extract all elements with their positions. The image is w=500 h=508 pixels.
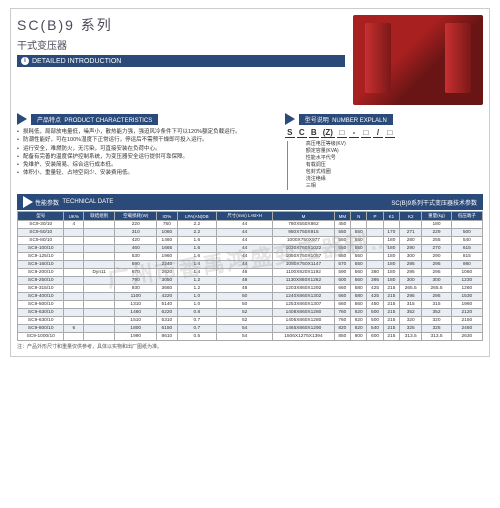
table-row: SC9-200/10Dyn1167026201.4461100X820X1192… <box>18 269 483 277</box>
info-icon: i <box>21 57 29 65</box>
series-subtitle: 干式变压器 <box>17 37 345 52</box>
model-code: SCB(Z)□-□/□ <box>285 128 483 138</box>
table-row: SC9-30/1042207502.244780X550X862450180 <box>18 221 483 229</box>
table-row: SC9-500/10131051401.0501253X860X13076605… <box>18 301 483 309</box>
table-row: SC9-100/1046016651.6441030X760X102255055… <box>18 245 483 253</box>
list-item: 防潮性能好，可在100%湿度下正常运行，停运后不需预干燥即可投入运行。 <box>17 136 275 144</box>
table-row: SC9-250/1079030501.2481130X860X126260056… <box>18 277 483 285</box>
model-explain-lines: 高压电压等级(KV)额定容量(KVA)性能水平代号有载调压包封式线圈浇注绝缘三相 <box>285 141 483 190</box>
table-row: SC9-50/1031010602.244950X750X91555055017… <box>18 229 483 237</box>
tech-params-table: 型号UK%联结组别空载损耗(W)IO%LPA(AN)DB尺寸(mm) L×B×H… <box>17 211 483 341</box>
list-item: 损耗低，局部放电量低，噪声小，散热能力强，强迫风冷条件下可以120%额定负载运行… <box>17 128 275 136</box>
table-row: SC9-315/1093036601.2481203X860X129266058… <box>18 285 483 293</box>
list-item: 免维护、安装简易、综合运行成本低。 <box>17 161 275 169</box>
list-item: 配备有完善的温度保护控制系统，为变压器安全运行提供可靠保障。 <box>17 153 275 161</box>
table-row: SC9-800/106180061500.7541465X860X1290820… <box>18 325 483 333</box>
tech-params-header: 性能参数 TECHNICAL DATE SC(B)9系列干式变压器技术参数 <box>17 194 483 210</box>
table-row: SC9-630/10146062200.8521408X860X12807606… <box>18 309 483 317</box>
characteristics-list: 损耗低，局部放电量低，噪声小，散热能力强，强迫风冷条件下可以120%额定负载运行… <box>17 128 275 178</box>
characteristics-header: 产品特点 PRODUCT CHARACTERISTICS <box>17 113 275 125</box>
table-row: SC9-125/1053019601.6441050X750X105755055… <box>18 253 483 261</box>
table-row: SC9-80/1042014601.6441000X750X9775505501… <box>18 237 483 245</box>
series-title: SC(B)9 系列 <box>17 15 345 35</box>
table-row: SC9-630/10151053100.7521405X860X12807606… <box>18 317 483 325</box>
table-row: SC9-1000/10199086100.5541506X1275X139485… <box>18 333 483 341</box>
number-explain-header: 型号说明 NUMBER EXPLALN <box>285 113 483 125</box>
table-note: 注：产品外形尺寸和重量仅供参考，具体以实物和出厂图纸为准。 <box>17 343 483 350</box>
intro-bar: iDETAILED INTRODUCTION <box>17 55 345 67</box>
table-row: SC9-160/1059022401.4441080X750X114757055… <box>18 261 483 269</box>
list-item: 运行安全，难燃防火，无污染，可直接安装在负荷中心。 <box>17 145 275 153</box>
product-image <box>353 15 483 105</box>
table-row: SC9-400/10110042201.0501240X860X13026605… <box>18 293 483 301</box>
list-item: 体积小、重量轻、占地空间少、安装费用低。 <box>17 169 275 177</box>
